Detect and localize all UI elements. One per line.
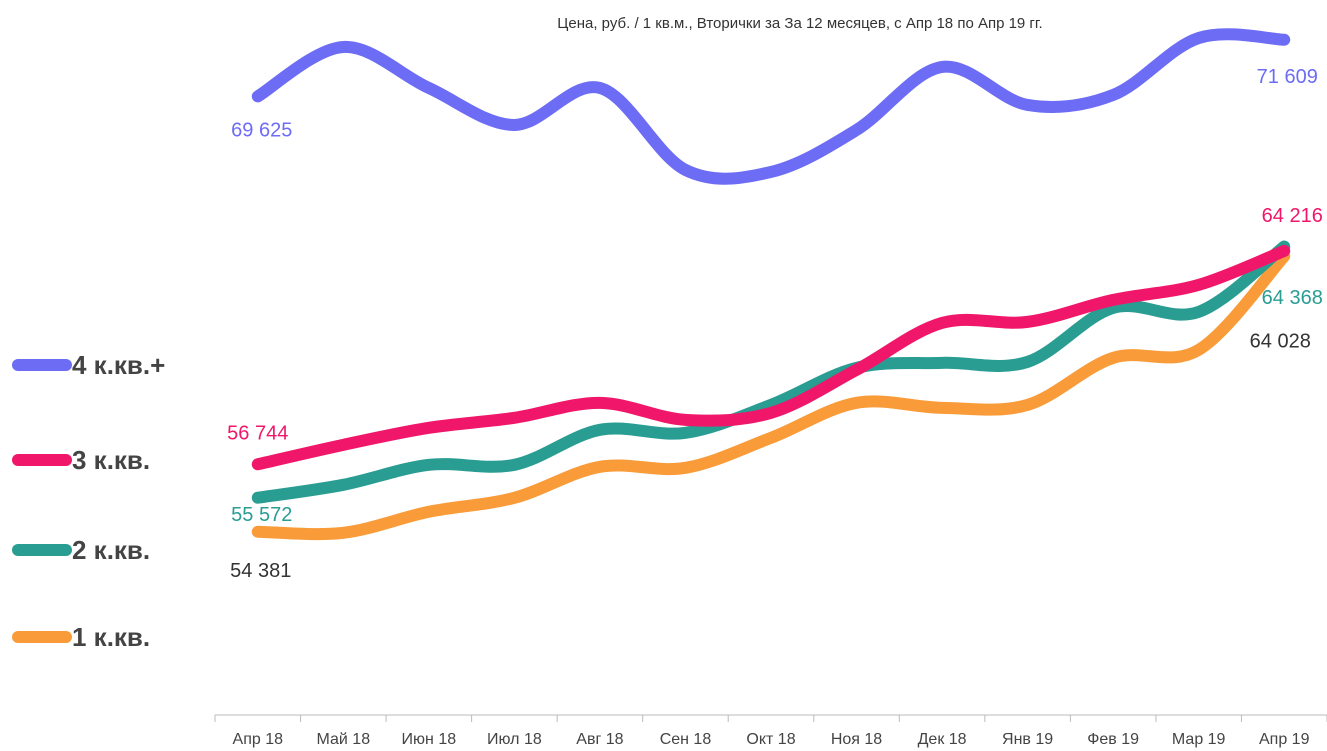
x-tick-label: Окт 18 (746, 731, 795, 748)
legend-label: 2 к.кв. (72, 535, 150, 565)
x-tick-label: Сен 18 (660, 731, 712, 748)
data-label: 64 028 (1250, 331, 1311, 353)
x-tick-label: Авг 18 (576, 731, 623, 748)
series-line (251, 244, 1291, 471)
data-label: 54 381 (230, 560, 291, 582)
x-tick-label: Дек 18 (918, 731, 967, 748)
legend-label: 4 к.кв.+ (72, 350, 165, 380)
x-tick-label: Июн 18 (402, 731, 457, 748)
data-label: 55 572 (231, 504, 292, 526)
chart-title: Цена, руб. / 1 кв.м., Вторички за За 12 … (557, 15, 1042, 32)
x-tick-label: Янв 19 (1002, 731, 1053, 748)
x-tick-label: Апр 18 (233, 731, 284, 748)
data-label: 69 625 (231, 120, 292, 142)
data-label: 71 609 (1257, 66, 1318, 88)
legend-label: 1 к.кв. (72, 622, 150, 652)
x-tick-label: Фев 19 (1087, 731, 1139, 748)
legend-label: 3 к.кв. (72, 445, 150, 475)
data-label: 64 368 (1262, 287, 1323, 309)
data-label: 56 744 (227, 423, 288, 445)
x-tick-label: Мар 19 (1172, 731, 1226, 748)
x-tick-label: Ноя 18 (831, 731, 882, 748)
series-line (251, 240, 1291, 504)
x-tick-label: Апр 19 (1259, 731, 1310, 748)
series-line (251, 28, 1291, 185)
data-label: 64 216 (1262, 205, 1323, 227)
x-tick-label: Май 18 (317, 731, 371, 748)
x-tick-label: Июл 18 (487, 731, 542, 748)
series-line (251, 250, 1291, 541)
